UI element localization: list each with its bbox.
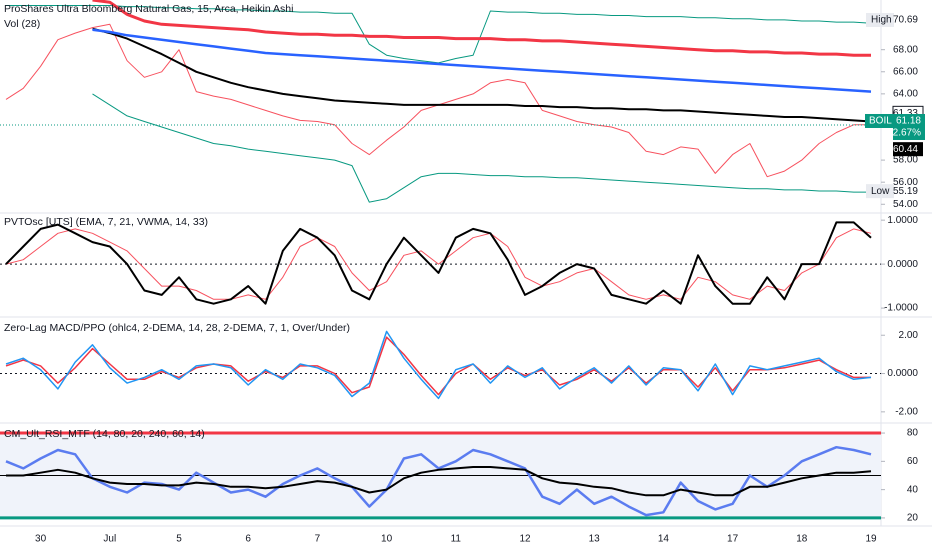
series-line <box>5 445 872 517</box>
price-tag-value: 55.19 <box>893 186 918 197</box>
series-line <box>92 28 872 93</box>
series-line <box>92 27 872 123</box>
price-label-value: 61.33 <box>893 108 918 119</box>
indicator-title: Zero-Lag MACD/PPO (ohlc4, 2-DEMA, 14, 28… <box>4 322 350 334</box>
x-tick-label: 14 <box>658 534 670 545</box>
price-tag <box>866 12 894 27</box>
x-tick-label: 13 <box>589 534 601 545</box>
y-tick-label: 56.00 <box>893 177 918 188</box>
y-tick-label: -2.00 <box>895 406 918 417</box>
x-tick-label: 30 <box>35 534 47 545</box>
x-tick-label: 17 <box>727 534 739 545</box>
price-label <box>893 142 923 157</box>
series-line <box>6 466 872 497</box>
price-tag <box>866 184 894 199</box>
y-tick-label: 60 <box>907 456 919 467</box>
volume-legend: Vol (28) <box>4 18 40 30</box>
y-tick-label: 68.00 <box>893 44 918 55</box>
series-line <box>5 228 872 300</box>
y-tick-label: 64.00 <box>893 88 918 99</box>
price-tag-name: High <box>871 15 892 26</box>
x-tick-label: 10 <box>381 534 393 545</box>
price-change: -2.67% <box>889 128 921 139</box>
last-price-box <box>893 113 925 140</box>
y-tick-label: 66.00 <box>893 66 918 77</box>
price-tag-name: Low <box>871 186 890 197</box>
x-tick-label: 19 <box>865 534 877 545</box>
series-line <box>5 221 872 305</box>
y-tick-label: 2.00 <box>899 330 919 341</box>
x-tick-label: Jul <box>103 534 116 545</box>
y-tick-label: 0.0000 <box>887 368 918 379</box>
y-tick-label: 80 <box>907 428 919 439</box>
x-tick-label: 6 <box>245 534 251 545</box>
y-tick-label: 58.00 <box>893 155 918 166</box>
y-tick-label: 1.0000 <box>887 215 918 226</box>
x-tick-label: 11 <box>451 534 462 545</box>
indicator-title: CM_Ult_RSI_MTF (14, 80, 20, 240, 60, 14) <box>4 428 205 440</box>
x-tick-label: 7 <box>315 534 321 545</box>
y-tick-label: 20 <box>907 513 919 524</box>
x-tick-label: 5 <box>176 534 182 545</box>
y-tick-label: 40 <box>907 484 919 495</box>
last-price-box <box>865 113 893 128</box>
indicator-title: PVTOsc [UTS] (EMA, 7, 21, VWMA, 14, 33) <box>4 216 208 228</box>
series-line <box>92 0 871 57</box>
x-tick-label: 12 <box>519 534 531 545</box>
y-tick-label: 0.0000 <box>887 259 918 270</box>
price-label-value: 60.44 <box>893 144 918 155</box>
series-line <box>92 93 871 203</box>
y-tick-label: 54.00 <box>893 199 918 210</box>
price-tag-value: 70.69 <box>893 15 918 26</box>
symbol-title: ProShares Ultra Bloomberg Natural Gas, 1… <box>4 3 293 15</box>
y-tick-label: -1.0000 <box>884 303 918 314</box>
series-line <box>5 330 872 400</box>
symbol-name: BOIL <box>869 116 892 127</box>
last-price-value: 61.18 <box>896 116 921 127</box>
x-tick-label: 18 <box>796 534 808 545</box>
